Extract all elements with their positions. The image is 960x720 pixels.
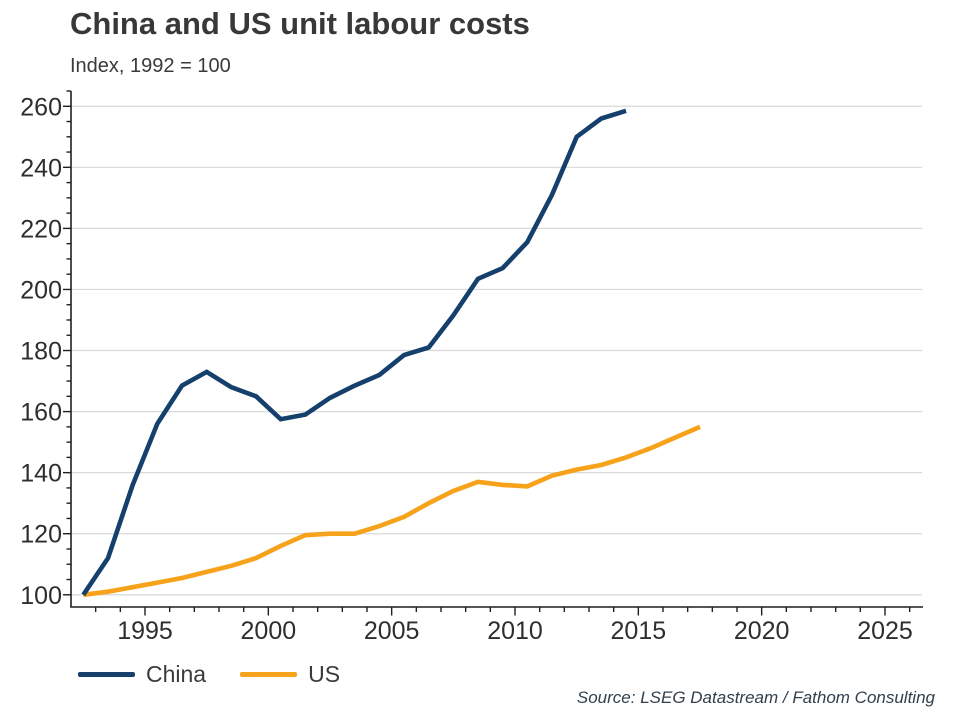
- legend-label-china: China: [146, 661, 207, 687]
- y-axis-tick-label: 180: [20, 338, 62, 366]
- y-axis-tick-label: 160: [20, 399, 62, 427]
- y-axis-tick-label: 140: [20, 460, 62, 488]
- y-axis-tick-label: 200: [20, 276, 62, 304]
- x-axis-tick-label: 2020: [734, 617, 790, 645]
- us-line-swatch: [240, 671, 298, 677]
- x-axis-tick-label: 2000: [241, 617, 297, 645]
- x-axis-tick-label: 2015: [611, 617, 667, 645]
- source-note: Source: LSEG Datastream / Fathom Consult…: [576, 688, 935, 707]
- chart-subtitle: Index, 1992 = 100: [70, 55, 231, 77]
- legend-label-us: US: [308, 661, 341, 687]
- y-axis-tick-label: 100: [20, 582, 62, 610]
- x-axis-tick-label: 2005: [364, 617, 420, 645]
- legend-item-us: US: [240, 660, 340, 688]
- y-axis-tick-label: 120: [20, 521, 62, 549]
- x-axis-tick-label: 1995: [117, 617, 173, 645]
- y-axis-tick-label: 220: [20, 215, 62, 243]
- chart-title: China and US unit labour costs: [70, 6, 530, 41]
- x-axis-tick-label: 2025: [857, 617, 913, 645]
- legend-item-china: China: [78, 660, 206, 688]
- y-axis-tick-label: 260: [20, 93, 62, 121]
- y-axis-tick-label: 240: [20, 154, 62, 182]
- china-line-swatch: [78, 671, 135, 677]
- china-line: [81, 108, 627, 597]
- us-line: [83, 424, 701, 598]
- legend: China US: [78, 660, 340, 688]
- x-axis-tick-label: 2010: [487, 617, 543, 645]
